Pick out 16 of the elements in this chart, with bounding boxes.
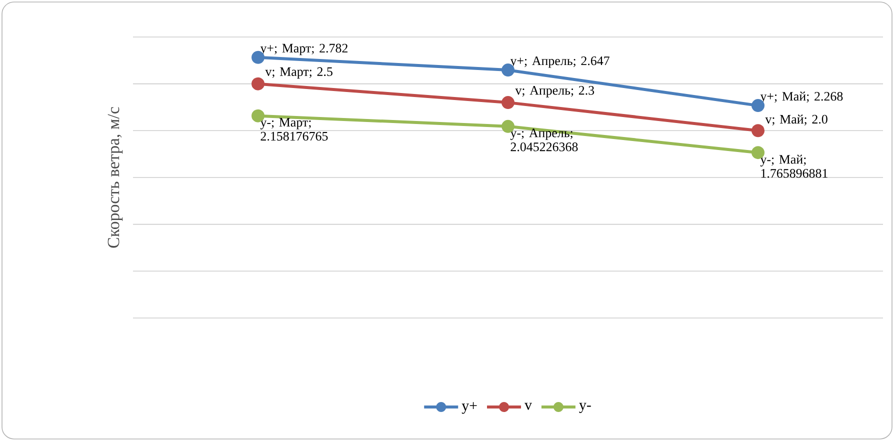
data-label: v; Март; 2.5 bbox=[265, 67, 332, 79]
data-label: y-; Март; 2.158176765 bbox=[260, 118, 328, 141]
point bbox=[252, 109, 265, 122]
data-label: v; Май; 2.0 bbox=[765, 114, 828, 126]
legend-label: y+ bbox=[462, 402, 477, 414]
point bbox=[752, 146, 765, 160]
point bbox=[502, 120, 515, 133]
legend-label: v bbox=[524, 402, 532, 410]
data-label: v; Апрель; 2.3 bbox=[515, 86, 594, 98]
legend-label: y- bbox=[579, 402, 591, 413]
data-label: y-; Май; 1.765896881 bbox=[760, 154, 828, 178]
data-label: y-; Апрель; 2.045226368 bbox=[510, 128, 578, 152]
point bbox=[752, 124, 765, 138]
y-axis-title: Скорость ветра, м/с bbox=[108, 107, 123, 248]
point bbox=[502, 96, 515, 110]
point bbox=[252, 77, 265, 90]
